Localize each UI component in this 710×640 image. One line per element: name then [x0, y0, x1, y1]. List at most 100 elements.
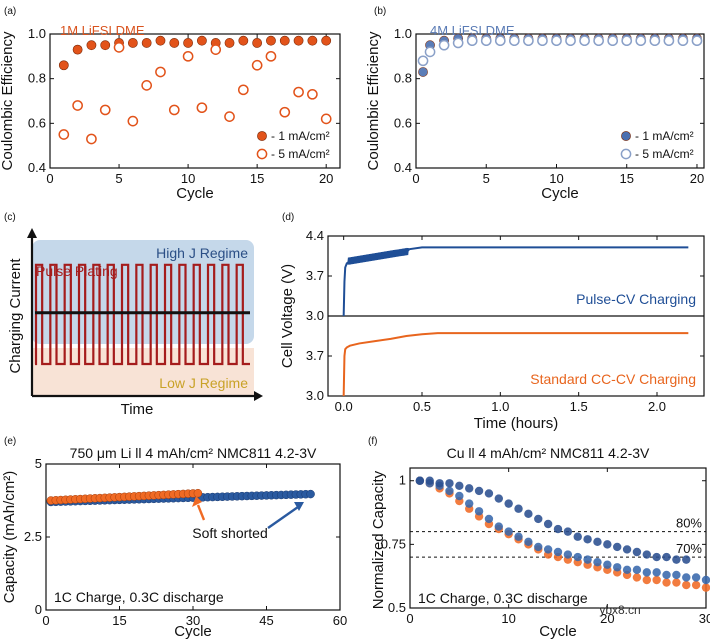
- data-point-filled: [293, 35, 304, 46]
- data-point-open: [621, 35, 633, 47]
- data-point-series-b: [455, 491, 464, 501]
- data-point-series-c: [672, 555, 681, 564]
- data-point-filled: [197, 35, 207, 46]
- panel-d-voltage-profile: 0.0 0.5 1.0 1.5 2.0 3.0 3.7 4.4 3.0 3.7 Pulse-CV C…: [279, 228, 705, 432]
- data-point-series-c: [622, 545, 632, 554]
- normcap-ytick-label: 0.5: [388, 600, 406, 615]
- ce-xtick-label: 10: [549, 171, 563, 186]
- voltage-top-ytick-label: 3.0: [306, 308, 324, 323]
- data-point-filled: [169, 38, 180, 48]
- ce-ytick-label: 0.6: [394, 115, 412, 130]
- ce-xtick-label: 20: [319, 171, 333, 186]
- ce-xtick-label: 15: [250, 171, 264, 186]
- data-point-series-a: [632, 573, 642, 582]
- data-point-series-c: [455, 481, 464, 491]
- data-point-filled: [86, 40, 97, 51]
- data-point-series-c: [543, 519, 553, 529]
- y-axis-label: Charging Current: [7, 258, 24, 374]
- legend-label-1: - 1 mA/cm²: [271, 129, 330, 143]
- x-axis-label: Cycle: [541, 185, 579, 202]
- data-point-open: [523, 35, 534, 47]
- data-point-series-a: [672, 578, 681, 587]
- ce-xtick-label: 10: [181, 171, 195, 186]
- data-point-open: [182, 50, 194, 62]
- data-point-series-b: [603, 560, 612, 569]
- data-point-open: [480, 35, 492, 47]
- arrow-to-orange: [196, 504, 206, 521]
- chart-title: Cu ll 4 mAh/cm² NMC811 4.2-3V: [447, 445, 650, 461]
- data-point-series-b: [534, 542, 543, 552]
- data-point-filled: [252, 38, 263, 48]
- data-point-open: [593, 35, 604, 47]
- data-point-open: [438, 39, 450, 51]
- voltage-xtick-label: 1.0: [491, 399, 509, 414]
- data-point-series-c: [603, 540, 612, 549]
- data-point-series-b: [474, 507, 484, 516]
- x-axis-label: Time: [121, 401, 154, 418]
- data-point-open: [251, 59, 263, 71]
- voltage-xtick-label: 0.5: [413, 399, 431, 414]
- data-point-series-b: [642, 568, 651, 577]
- ce-xtick-label: 0: [46, 171, 53, 186]
- plot-frame: [49, 33, 341, 169]
- panel-e-capacity: 0 15 30 45 60 0 2.5 5 Soft shorted 1C Charge, 0.3…: [1, 445, 347, 640]
- data-point-series-a: [691, 580, 701, 590]
- data-point-series-b: [553, 547, 563, 557]
- data-point-series-a: [652, 575, 661, 585]
- legend-label-1: - 1 mA/cm²: [635, 129, 694, 143]
- data-point-open: [72, 100, 83, 111]
- pulse-voltage-band: [347, 247, 409, 265]
- ce-ytick-label: 0.8: [28, 71, 46, 86]
- low-regime-label: Low J Regime: [159, 375, 248, 391]
- capacity-xtick-label: 15: [112, 613, 126, 628]
- data-point-open: [537, 35, 548, 47]
- pulse-plating-label: Pulse Plating: [36, 263, 118, 279]
- pulse-waveform: [34, 263, 250, 366]
- voltage-xtick-label: 0.0: [335, 399, 353, 414]
- soft-shorted-annotation: Soft shorted: [192, 525, 268, 541]
- data-point-series-c: [583, 535, 592, 544]
- threshold-label: 70%: [676, 541, 702, 556]
- data-point-series-a: [682, 580, 691, 590]
- data-point-series-c: [524, 509, 533, 519]
- data-point-series-b: [652, 568, 661, 577]
- capacity-xtick-label: 30: [186, 613, 200, 628]
- arrow-head-orange: [192, 496, 202, 507]
- data-point-series-b: [691, 573, 701, 582]
- normcap-xtick-label: 20: [600, 611, 614, 626]
- chart-title: 750 μm Li ll 4 mAh/cm² NMC811 4.2-3V: [70, 445, 317, 461]
- data-point-series-c: [415, 476, 425, 485]
- data-point-open: [635, 35, 647, 47]
- watermark-text: ybx8.cn: [599, 603, 640, 617]
- ce-xtick-label: 0: [412, 171, 419, 186]
- data-point-series-c: [494, 494, 503, 503]
- x-axis-label: Cycle: [539, 623, 577, 640]
- y-axis-label: Coulombic Efficiency: [0, 31, 16, 170]
- data-point-series-b: [682, 573, 691, 582]
- data-point-series-b: [701, 575, 710, 585]
- normcap-ytick-label: 1: [399, 473, 406, 488]
- data-point-filled: [279, 35, 290, 46]
- data-point-series-a: [662, 578, 671, 587]
- panel-c-pulse-schematic: High J Regime Pulse Plating Low J Regime Ti…: [7, 228, 263, 418]
- data-point-blue: [306, 489, 315, 499]
- chart-title: 1M LiFSI DME: [60, 23, 145, 38]
- data-point-series-c: [662, 552, 671, 562]
- arrow-to-blue: [267, 506, 299, 529]
- data-point-series-b: [632, 565, 642, 575]
- y-axis-label: Cell Voltage (V): [279, 264, 296, 368]
- capacity-xtick-label: 60: [333, 613, 347, 628]
- data-point-series-b: [445, 486, 454, 496]
- legend-label-2: - 5 mA/cm²: [271, 147, 330, 161]
- data-point-series-c: [652, 552, 661, 562]
- data-point-series-c: [682, 555, 691, 564]
- test-condition-note: 1C Charge, 0.3C discharge: [54, 589, 224, 605]
- pulse-cv-curve: [342, 246, 689, 317]
- data-point-open: [466, 35, 478, 47]
- ce-ytick-label: 0.4: [28, 160, 46, 175]
- data-point-filled: [155, 35, 166, 46]
- cc-cv-label: Standard CC-CV Charging: [530, 371, 696, 387]
- legend-label-2: - 5 mA/cm²: [635, 147, 694, 161]
- data-point-open: [551, 35, 562, 47]
